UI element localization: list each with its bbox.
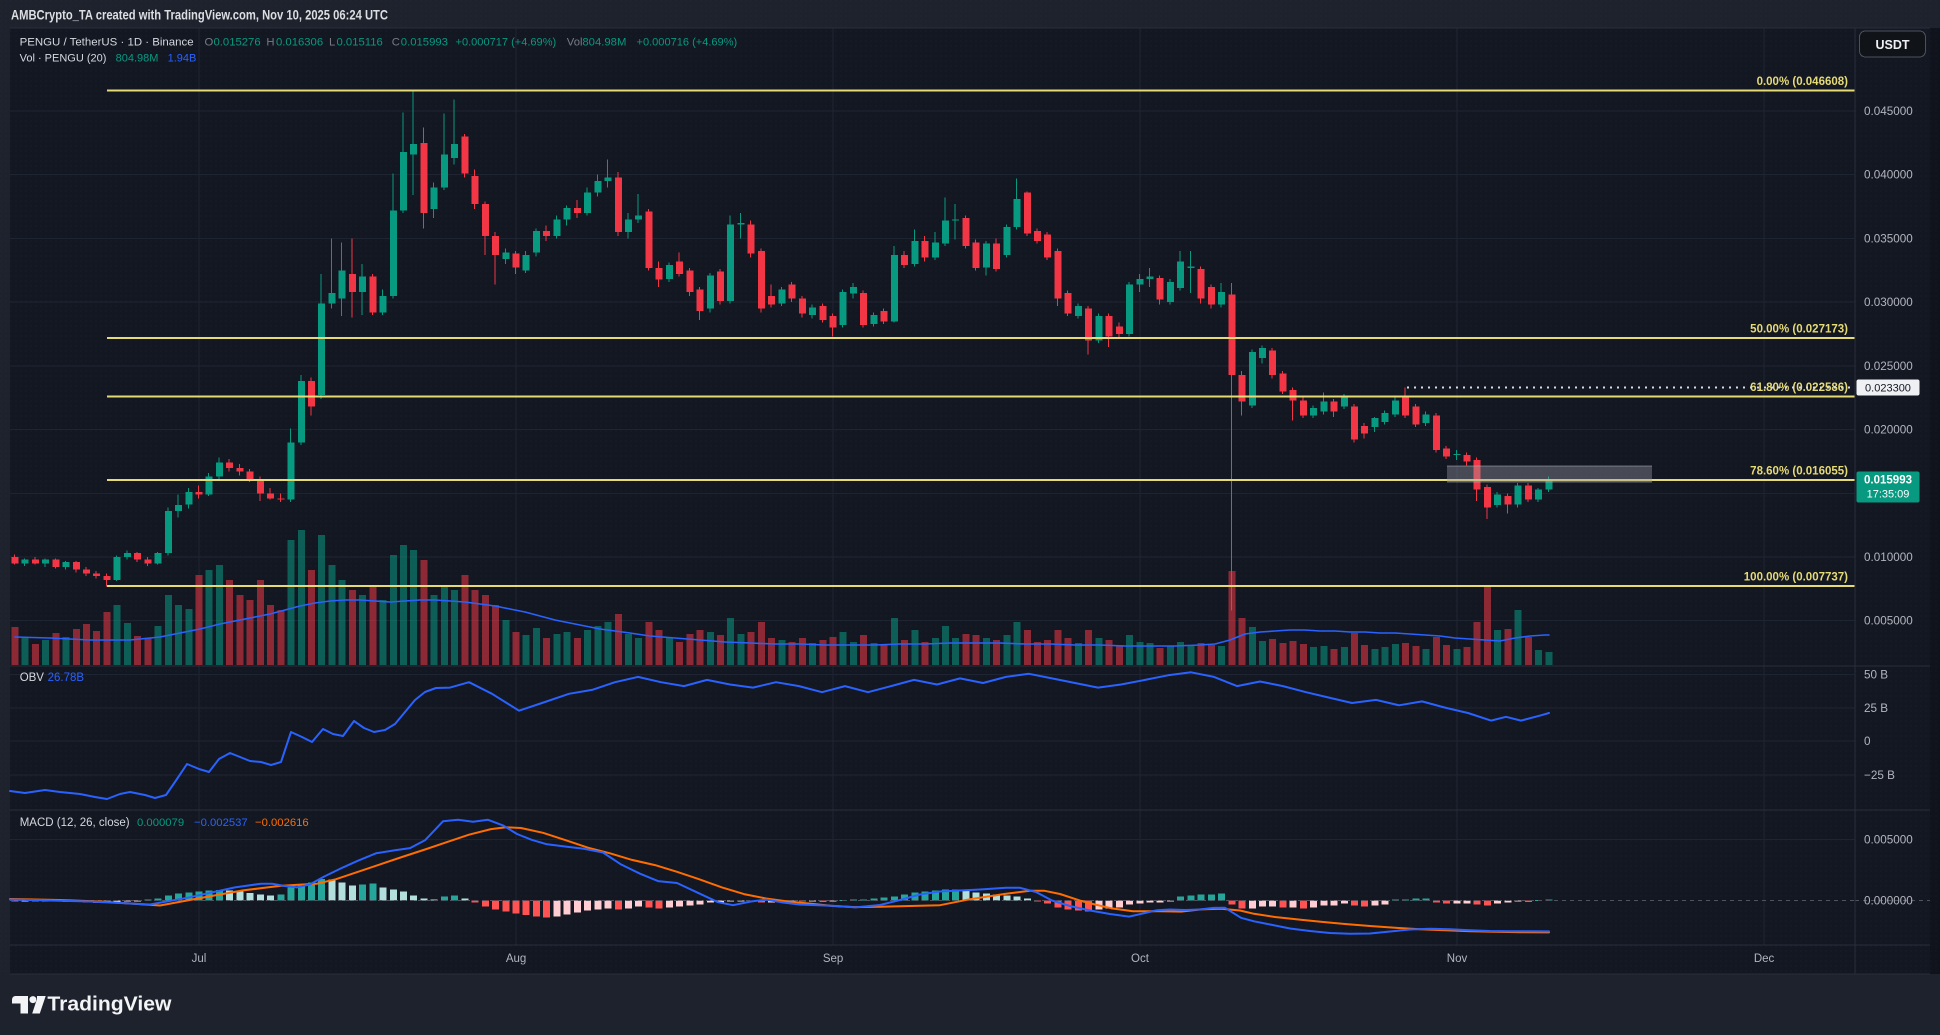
svg-text:Oct: Oct — [1131, 953, 1150, 965]
svg-text:Aug: Aug — [506, 953, 526, 965]
svg-text:804.98M: 804.98M — [116, 53, 159, 65]
svg-text:0.016306: 0.016306 — [276, 37, 323, 49]
svg-text:Sep: Sep — [823, 953, 843, 965]
svg-text:−0.002616: −0.002616 — [255, 817, 309, 829]
svg-text:Dec: Dec — [1754, 953, 1775, 965]
svg-text:MACD (12, 26, close): MACD (12, 26, close) — [20, 817, 130, 829]
svg-text:L: L — [329, 37, 335, 49]
svg-text:−25 B: −25 B — [1864, 769, 1895, 782]
svg-text:100.00% (0.007737): 100.00% (0.007737) — [1744, 571, 1848, 583]
svg-text:0.025000: 0.025000 — [1864, 360, 1913, 373]
svg-text:Vol · PENGU (20): Vol · PENGU (20) — [20, 53, 107, 65]
svg-text:0.040000: 0.040000 — [1864, 169, 1913, 182]
svg-text:0.015993: 0.015993 — [401, 37, 448, 49]
svg-text:0.035000: 0.035000 — [1864, 232, 1913, 245]
svg-text:1.94B: 1.94B — [168, 53, 197, 65]
svg-text:0.000000: 0.000000 — [1864, 895, 1913, 908]
svg-text:+0.000716 (+4.69%): +0.000716 (+4.69%) — [637, 37, 738, 49]
svg-text:C: C — [392, 37, 400, 49]
svg-text:0.015116: 0.015116 — [337, 37, 383, 49]
svg-text:H: H — [266, 37, 274, 49]
svg-text:+0.000717 (+4.69%): +0.000717 (+4.69%) — [456, 37, 557, 49]
svg-text:−0.002537: −0.002537 — [194, 817, 248, 829]
svg-text:0.023300: 0.023300 — [1865, 383, 1911, 395]
svg-text:50 B: 50 B — [1864, 669, 1888, 682]
svg-text:Jul: Jul — [192, 953, 207, 965]
svg-text:USDT: USDT — [1875, 38, 1909, 52]
svg-text:OBV: OBV — [20, 672, 45, 684]
svg-text:0.015276: 0.015276 — [214, 37, 261, 49]
svg-text:AMBCrypto_TA created with Trad: AMBCrypto_TA created with TradingView.co… — [11, 7, 388, 23]
svg-text:Vol: Vol — [567, 37, 583, 49]
svg-text:50.00% (0.027173): 50.00% (0.027173) — [1750, 324, 1848, 336]
svg-text:25 B: 25 B — [1864, 702, 1888, 715]
svg-text:0.045000: 0.045000 — [1864, 105, 1913, 118]
svg-text:0.015993: 0.015993 — [1864, 475, 1912, 487]
svg-text:0.000079: 0.000079 — [137, 817, 184, 829]
svg-text:0.005000: 0.005000 — [1864, 615, 1913, 628]
svg-text:26.78B: 26.78B — [48, 672, 85, 684]
svg-text:0.00% (0.046608): 0.00% (0.046608) — [1757, 76, 1849, 88]
svg-text:804.98M: 804.98M — [582, 37, 626, 49]
svg-text:78.60% (0.016055): 78.60% (0.016055) — [1750, 465, 1848, 477]
svg-text:0.010000: 0.010000 — [1864, 551, 1913, 564]
svg-text:O: O — [205, 37, 214, 49]
svg-text:0.030000: 0.030000 — [1864, 296, 1913, 309]
svg-text:PENGU / TetherUS · 1D · Binanc: PENGU / TetherUS · 1D · Binance — [20, 37, 194, 49]
svg-text:Nov: Nov — [1447, 953, 1468, 965]
svg-text:0: 0 — [1864, 735, 1871, 748]
svg-text:TradingView: TradingView — [47, 993, 171, 1016]
svg-text:0.005000: 0.005000 — [1864, 834, 1913, 847]
svg-text:0.020000: 0.020000 — [1864, 424, 1913, 437]
svg-text:17:35:09: 17:35:09 — [1867, 489, 1910, 501]
